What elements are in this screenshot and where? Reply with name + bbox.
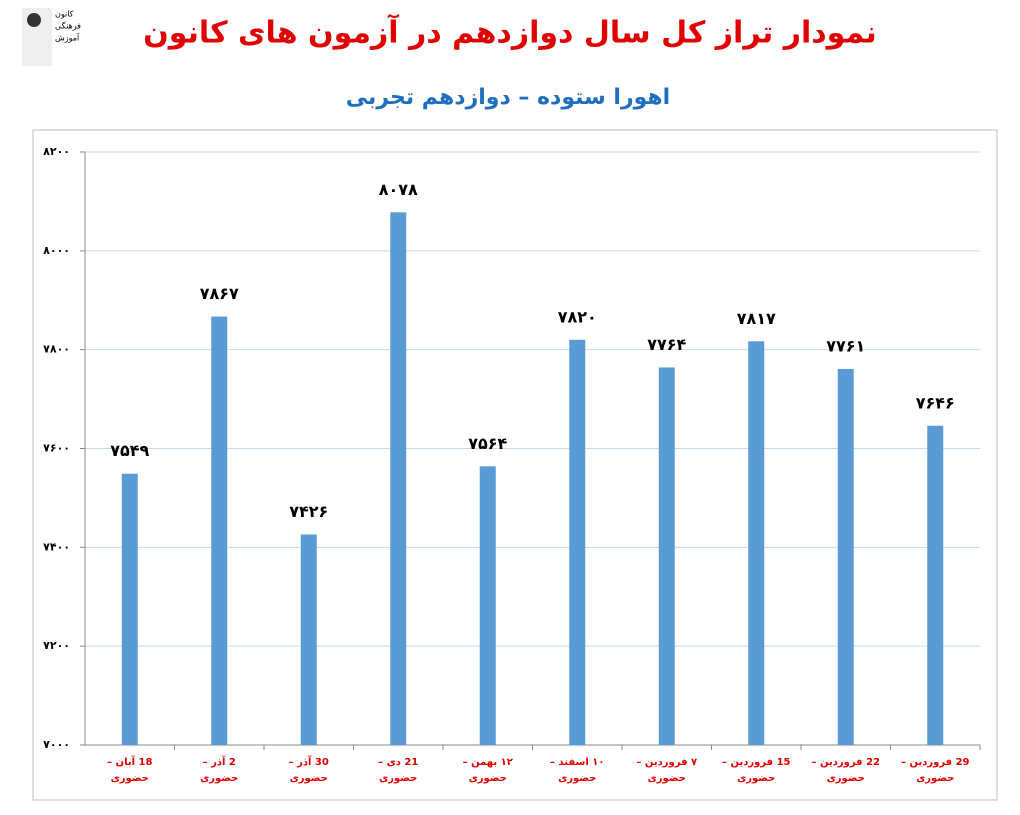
logo-text: کانون (55, 10, 74, 19)
bar (927, 425, 944, 745)
value-label: ۷۸۶۷ (200, 284, 239, 303)
bar (390, 212, 407, 745)
value-label: ۷۷۶۱ (826, 336, 865, 355)
bar (569, 339, 586, 745)
y-tick-label: ۷۶۰۰ (43, 442, 70, 455)
y-tick-label: ۷۸۰۰ (43, 343, 70, 356)
bar (121, 473, 138, 745)
value-label: ۷۵۶۴ (468, 434, 507, 453)
value-label: ۷۸۲۰ (558, 307, 597, 326)
x-tick-label: ۱۰ اسفند – حضوری (550, 757, 605, 784)
x-tick-label: ۱۲ بهمن – حضوری (462, 757, 513, 784)
value-label: ۸۰۷۸ (379, 180, 418, 199)
x-tick-label: 2 آذر – حضوری (200, 757, 239, 784)
x-tick-label: 22 فروردین – حضوری (811, 757, 880, 784)
bar (479, 466, 496, 745)
plot-frame (32, 129, 998, 801)
logo-text: فرهنگی (55, 21, 81, 31)
bar (300, 534, 317, 745)
logo-icon (27, 13, 41, 27)
x-tick-label: 29 فروردین – حضوری (900, 757, 970, 784)
bar (837, 368, 854, 745)
chart-title: نمودار تراز کل سال دوازدهم در آزمون های … (143, 14, 877, 51)
x-tick-label: 21 دی – حضوری (378, 757, 419, 784)
value-label: ۷۵۴۹ (110, 441, 149, 460)
bar (658, 367, 675, 745)
y-tick-label: ۷۰۰۰ (43, 738, 70, 751)
y-tick-label: ۷۲۰۰ (43, 639, 70, 652)
x-tick-label: 18 آبان – حضوری (107, 757, 153, 784)
value-label: ۷۶۴۶ (916, 393, 955, 412)
bar (211, 316, 228, 745)
bar (748, 341, 765, 745)
value-label: ۷۴۲۶ (289, 502, 328, 521)
value-label: ۷۷۶۴ (647, 335, 686, 354)
y-tick-label: ۸۲۰۰ (43, 145, 70, 158)
value-label: ۷۸۱۷ (737, 309, 776, 328)
y-tick-label: ۸۰۰۰ (43, 244, 70, 257)
x-tick-label: 15 فروردین – حضوری (721, 757, 791, 784)
chart-subtitle: اهورا ستوده – دوازدهم تجربی (346, 85, 670, 110)
y-tick-label: ۷۴۰۰ (43, 540, 70, 553)
x-tick-label: 30 آذر – حضوری (288, 757, 329, 784)
logo-text: آموزش (55, 33, 80, 43)
x-tick-label: ۷ فروردین – حضوری (636, 757, 698, 784)
